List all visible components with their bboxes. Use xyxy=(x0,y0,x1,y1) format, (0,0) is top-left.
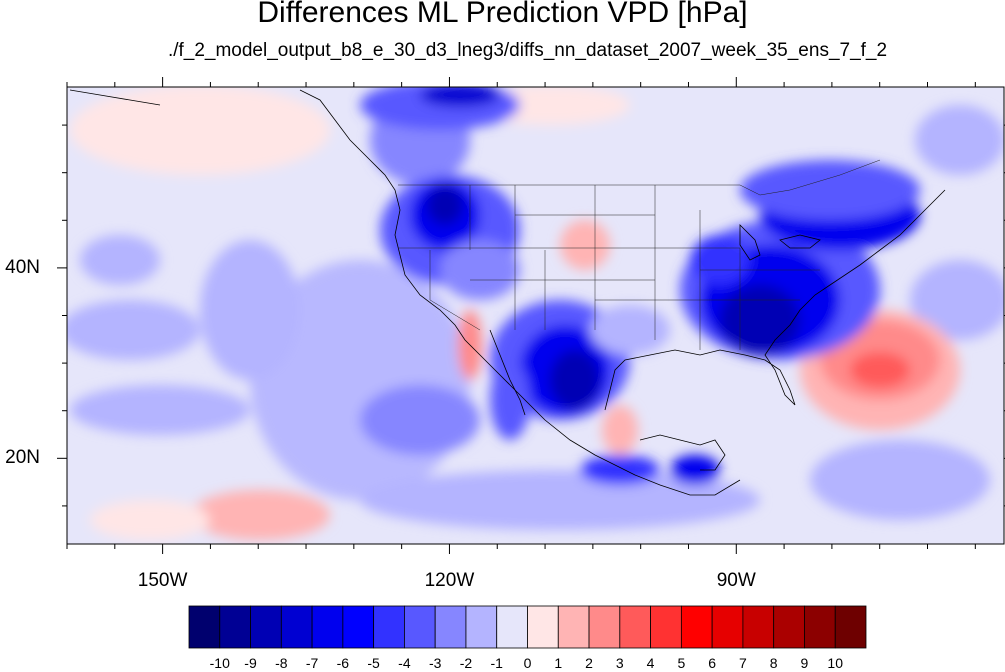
map-subtitle: ./f_2_model_output_b8_e_30_d3_lneg3/diff… xyxy=(167,40,888,61)
colorbar-swatch xyxy=(804,605,836,649)
colorbar-tick-label: 4 xyxy=(646,655,655,671)
colorbar-swatch xyxy=(219,605,251,649)
colorbar-swatch xyxy=(742,605,775,649)
colorbar-tick-label: -10 xyxy=(209,655,230,671)
axis-ticks xyxy=(57,77,1005,554)
colorbar-tick-label: -3 xyxy=(428,655,442,671)
colorbar-tick-label: -7 xyxy=(305,655,319,671)
colorbar-swatch xyxy=(465,605,498,649)
colorbar-tick-label: -4 xyxy=(398,655,411,671)
colorbar-swatch xyxy=(557,605,590,649)
colorbar-tick-label: 0 xyxy=(523,655,532,671)
lat-tick-label: 20N xyxy=(5,447,40,469)
colorbar-tick-label: -9 xyxy=(244,655,257,671)
colorbar-swatch xyxy=(311,605,344,649)
colorbar-swatch xyxy=(342,605,375,649)
colorbar-swatch xyxy=(588,605,621,649)
colorbar-tick-label: 2 xyxy=(585,655,593,671)
lon-tick-label: 90W xyxy=(716,570,756,591)
colorbar-swatch xyxy=(250,605,282,649)
vpd-difference-field xyxy=(67,87,1004,544)
colorbar-tick-label: 6 xyxy=(708,655,717,671)
lat-tick-label: 40N xyxy=(5,256,40,278)
colorbar-swatch xyxy=(527,605,559,649)
colorbar-swatch xyxy=(373,605,405,649)
colorbar-tick-label: 10 xyxy=(827,655,844,671)
state-boundaries xyxy=(398,159,881,350)
colorbar-tick-label: -8 xyxy=(275,655,288,671)
colorbar-swatch xyxy=(188,605,221,649)
coastlines xyxy=(69,89,946,496)
colorbar-swatch xyxy=(711,605,744,649)
colorbar-tick-label: 9 xyxy=(800,655,809,671)
colorbar-swatch xyxy=(680,605,713,649)
colorbar-tick-label: -2 xyxy=(459,655,473,671)
colorbar-tick-label: 8 xyxy=(769,655,778,671)
colorbar-tick-label: 3 xyxy=(615,655,624,671)
colorbar-tick-label: 5 xyxy=(677,655,686,671)
colorbar xyxy=(188,605,867,649)
colorbar-tick-label: -1 xyxy=(490,655,503,671)
colorbar-swatch xyxy=(619,605,651,649)
colorbar-swatch xyxy=(496,605,528,649)
lon-tick-label: 150W xyxy=(137,570,188,591)
colorbar-swatch xyxy=(834,605,867,649)
colorbar-tick-label: 1 xyxy=(554,655,563,671)
colorbar-swatch xyxy=(404,605,436,649)
colorbar-swatch xyxy=(773,605,805,649)
map-title: Differences ML Prediction VPD [hPa] xyxy=(257,0,748,29)
lon-tick-label: 120W xyxy=(424,570,475,591)
colorbar-tick-label: 7 xyxy=(739,655,747,671)
colorbar-tick-label: -5 xyxy=(367,655,380,671)
colorbar-tick-label: -6 xyxy=(336,655,350,671)
colorbar-swatch xyxy=(650,605,682,649)
colorbar-swatch xyxy=(280,605,313,649)
colorbar-swatch xyxy=(434,605,467,649)
